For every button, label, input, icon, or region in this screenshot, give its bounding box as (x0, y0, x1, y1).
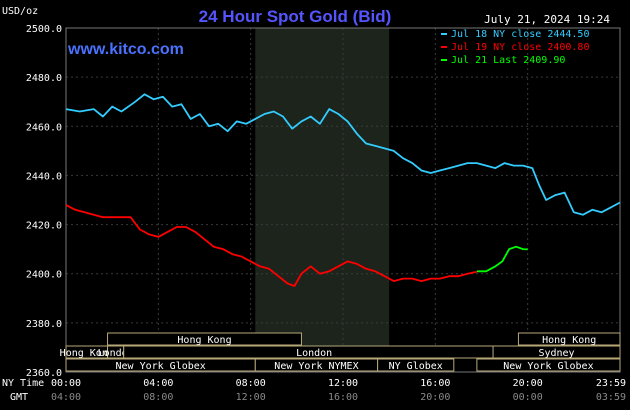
session-label: New York Globex (503, 361, 593, 372)
grid-lines (65, 27, 621, 373)
legend-entry: Jul 19 NY close 2400.80 (451, 42, 589, 53)
session-label: Sydney (538, 348, 574, 359)
x-tick-label-gmt: 12:00 (236, 392, 266, 403)
y-tick-label: 2460.0 (26, 122, 62, 133)
y-axis-ticks: 2500.0 2480.0 2460.0 2440.0 2420.0 2400.0 2380… (26, 24, 62, 379)
x-tick-label-ny: 16:00 (420, 378, 450, 389)
y-axis-label: USD/oz (2, 6, 38, 17)
nymex-session-shading (255, 28, 390, 372)
y-tick-label: 2500.0 (26, 24, 62, 35)
legend-entry: Jul 18 NY close 2444.50 (451, 29, 589, 40)
y-tick-label: 2480.0 (26, 73, 62, 84)
session-bar (476, 358, 621, 372)
y-tick-label: 2360.0 (26, 368, 62, 379)
x-tick-label-ny: 20:00 (513, 378, 543, 389)
legend-entry: Jul 21 Last 2409.90 (451, 55, 565, 66)
x-axis-label-gmt: GMT (10, 392, 28, 403)
session-bar (517, 332, 621, 346)
x-tick-label-ny: 00:00 (51, 378, 81, 389)
price-series-line (476, 245, 528, 273)
x-tick-label-gmt: 00:00 (513, 392, 543, 403)
timestamp: July 21, 2024 19:24 (484, 13, 610, 26)
session-label: New York Globex (115, 361, 205, 372)
session-label: London (296, 348, 332, 359)
x-tick-label-gmt: 20:00 (420, 392, 450, 403)
session-label: New York NYMEX (274, 361, 358, 372)
session-bar (492, 345, 621, 359)
x-tick-label-gmt: 03:59 (596, 392, 626, 403)
x-axis-label-ny: NY Time (2, 378, 44, 389)
session-label: Hong Kong (177, 335, 231, 346)
session-label: London (98, 348, 134, 359)
x-tick-label-gmt: 04:00 (51, 392, 81, 403)
price-lines (65, 93, 621, 287)
chart-title: 24 Hour Spot Gold (Bid) (199, 7, 392, 26)
x-tick-label-ny: 12:00 (328, 378, 358, 389)
session-bar (377, 358, 455, 372)
x-tick-label-gmt: 08:00 (143, 392, 173, 403)
legend: Jul 18 NY close 2444.50 Jul 19 NY close 2… (441, 29, 589, 66)
x-tick-label-ny: 23:59 (596, 378, 626, 389)
y-tick-label: 2440.0 (26, 171, 62, 182)
x-axis-ticks: 00:00 04:00 04:00 08:00 08:00 12:00 12:00 16:00… (51, 378, 626, 403)
x-tick-label-ny: 08:00 (236, 378, 266, 389)
y-tick-label: 2380.0 (26, 319, 62, 330)
site-url: www.kitco.com (67, 41, 184, 58)
y-tick-label: 2400.0 (26, 270, 62, 281)
x-tick-label-ny: 04:00 (143, 378, 173, 389)
session-bar (107, 332, 302, 346)
price-series-line (65, 93, 621, 216)
session-label: Hong Kong (542, 335, 596, 346)
x-tick-label-gmt: 16:00 (328, 392, 358, 403)
session-label: Hong Kong (60, 348, 114, 359)
price-series-line (65, 204, 478, 287)
y-tick-label: 2420.0 (26, 221, 62, 232)
plot-frame (65, 27, 621, 373)
session-label: NY Globex (389, 361, 443, 372)
